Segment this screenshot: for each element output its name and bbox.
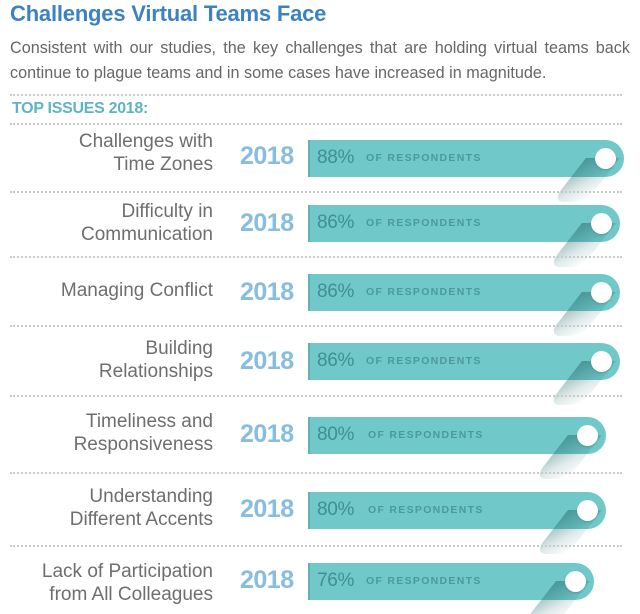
bar-suffix: OF RESPONDENTS (366, 355, 482, 367)
row-label-line1: Timeliness and (85, 411, 213, 432)
bar-percent: 86% (317, 350, 355, 371)
row-year: 2018 (240, 420, 294, 448)
row-label-line2: Time Zones (113, 154, 213, 175)
row-label-line1: Lack of Participation (41, 561, 213, 582)
bar-suffix: OF RESPONDENTS (368, 504, 484, 516)
bar-suffix: OF RESPONDENTS (368, 429, 484, 441)
percent-bar: 80% OF RESPONDENTS (308, 417, 606, 479)
bar-percent: 88% (317, 147, 355, 168)
row-label: Building Relationships (99, 337, 213, 383)
row-label-line1: Building (145, 338, 213, 359)
divider (10, 325, 622, 327)
row-year: 2018 (240, 566, 294, 594)
divider (10, 94, 622, 96)
row-label-line1: Understanding (89, 486, 213, 507)
section-heading: TOP ISSUES 2018: (12, 100, 149, 117)
bar-suffix: OF RESPONDENTS (366, 152, 482, 164)
row-year: 2018 (240, 495, 294, 523)
divider (10, 256, 622, 258)
row-label-line1: Managing Conflict (60, 280, 213, 301)
bar-knob-icon (565, 571, 586, 592)
page-title: Challenges Virtual Teams Face (10, 1, 327, 26)
bar-knob-icon (595, 148, 616, 169)
row-label: Lack of Participation from All Colleague… (42, 560, 213, 606)
percent-bar: 80% OF RESPONDENTS (308, 492, 606, 554)
row-label-line2: Different Accents (69, 509, 213, 530)
divider (10, 123, 622, 125)
bar-knob-icon (591, 213, 612, 234)
bar-knob-icon (591, 282, 612, 303)
row-label-line2: Relationships (98, 361, 213, 382)
bar-knob-icon (577, 425, 598, 446)
bar-knob-icon (591, 351, 612, 372)
row-label: Timeliness and Responsiveness (74, 410, 213, 456)
bar-percent: 80% (317, 424, 355, 445)
row-label: Understanding Different Accents (70, 485, 213, 531)
row-label-line1: Difficulty in (121, 201, 213, 222)
row-label: Managing Conflict (61, 279, 213, 302)
row-year: 2018 (240, 142, 294, 170)
bar-knob-icon (577, 500, 598, 521)
row-label-line2: from All Colleagues (49, 584, 213, 605)
bar-suffix: OF RESPONDENTS (366, 575, 482, 587)
percent-bar: 86% OF RESPONDENTS (308, 274, 620, 336)
bar-percent: 76% (317, 570, 355, 591)
row-year: 2018 (240, 209, 294, 237)
bar-suffix: OF RESPONDENTS (366, 286, 482, 298)
percent-bar: 86% OF RESPONDENTS (308, 343, 620, 405)
divider (10, 395, 622, 397)
bar-suffix: OF RESPONDENTS (366, 217, 482, 229)
intro-text: Consistent with our studies, the key cha… (10, 39, 630, 82)
divider (10, 545, 622, 547)
bar-percent: 86% (317, 212, 355, 233)
percent-bar: 76% OF RESPONDENTS (308, 563, 594, 614)
row-year: 2018 (240, 347, 294, 375)
bar-percent: 86% (317, 281, 355, 302)
row-year: 2018 (240, 278, 294, 306)
row-label: Difficulty in Communication (81, 200, 213, 246)
divider (10, 472, 622, 474)
row-label-line1: Challenges with (78, 131, 213, 152)
divider (10, 191, 622, 193)
row-label-line2: Responsiveness (73, 434, 213, 455)
bar-percent: 80% (317, 499, 355, 520)
row-label-line2: Communication (81, 224, 213, 245)
percent-bar: 86% OF RESPONDENTS (308, 205, 620, 267)
row-label: Challenges with Time Zones (79, 130, 213, 176)
percent-bar: 88% OF RESPONDENTS (308, 140, 624, 202)
